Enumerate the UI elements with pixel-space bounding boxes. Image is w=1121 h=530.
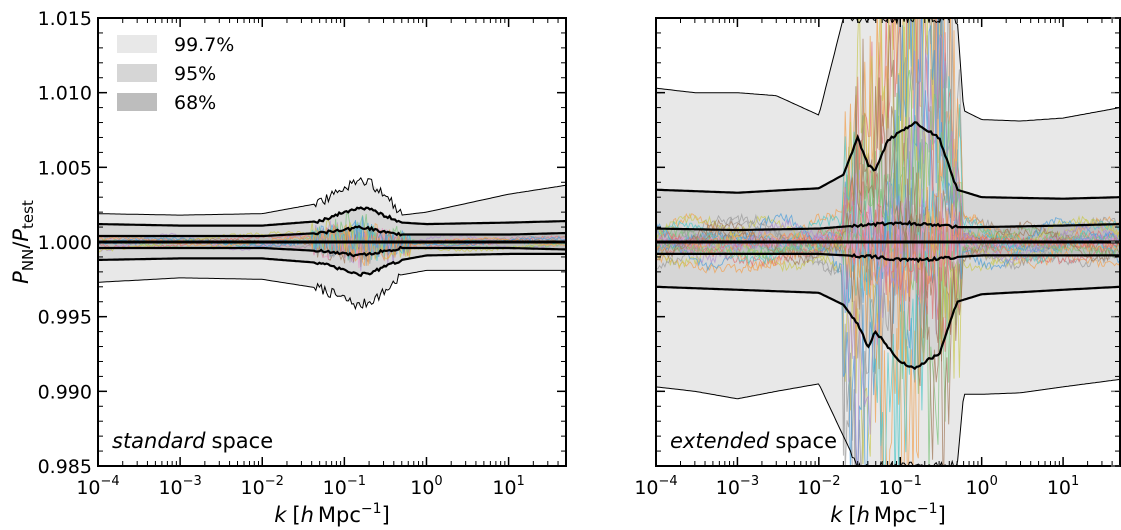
x-tick-base: 10 [241,477,265,499]
x-tick-exponent: −4 [101,474,120,489]
x-tick-label: 10−1 [879,474,922,499]
x-label-exponent: −1 [917,501,938,517]
sample-curve [656,18,1120,268]
x-tick-base: 10 [410,477,434,499]
x-label-bracket-close: ] [382,503,390,527]
x-tick-label: 10−2 [797,474,840,499]
x-label-unit: Mpc [874,503,917,527]
y-label-p: P [9,271,33,284]
band-edge-lower [656,378,1120,466]
y-axis-label: PNN/Ptest [9,200,37,284]
x-tick-label: 10−4 [76,474,119,499]
band-edge-upper [98,206,566,227]
x-tick-exponent: 0 [990,474,998,489]
sample-curve [656,19,1120,466]
x-label-exponent: −1 [361,501,382,517]
band-edge-upper [656,121,1120,200]
y-tick-label: 1.000 [38,232,92,254]
x-label-h: h [301,503,314,527]
x-tick-exponent: −3 [740,474,759,489]
y-label-p2: P [9,229,33,242]
sample-curve [656,18,1120,466]
band-edge-upper [98,177,566,216]
x-tick-label: 101 [492,474,524,499]
panel-annotation-suffix: space [775,429,837,453]
x-tick-label: 100 [410,474,442,499]
plot-area [98,177,566,311]
x-label-h: h [857,503,870,527]
sample-curve [98,227,566,267]
band-edge-lower [656,285,1120,371]
band-edge-upper [98,224,566,238]
sample-curve [656,18,1120,379]
y-label-sub-nn: NN [19,249,37,271]
x-tick-base: 10 [323,477,347,499]
x-tick-base: 10 [716,477,740,499]
x-tick-exponent: 0 [434,474,442,489]
sample-curve [656,69,1120,265]
band-edge-upper [656,219,1120,232]
x-tick-exponent: −1 [903,474,922,489]
panel-annotation-emph: extended [670,429,770,453]
x-tick-base: 10 [879,477,903,499]
x-tick-base: 10 [1047,477,1071,499]
x-label-bracket-open: [ [292,503,300,527]
band-edge-lower [656,252,1120,264]
y-tick-label: 1.005 [38,157,92,179]
x-tick-base: 10 [158,477,182,499]
y-tick-label: 0.995 [38,307,92,329]
x-tick-label: 10−4 [634,474,677,499]
x-label-k: k [830,503,843,527]
x-tick-label: 100 [965,474,997,499]
x-tick-base: 10 [797,477,821,499]
y-tick-label: 0.985 [38,456,92,478]
panel-annotation-emph: standard [112,429,206,453]
legend-label: 99.7% [174,34,234,56]
y-tick-label: 1.015 [38,8,92,30]
x-tick-label: 10−3 [158,474,201,499]
y-label-slash: / [9,241,33,249]
x-tick-exponent: −2 [821,474,840,489]
band-edge-lower [98,252,566,278]
legend-label: 95% [174,63,216,85]
x-axis-label: k [h Mpc−1] [830,501,946,527]
x-tick-exponent: −4 [659,474,678,489]
panel-annotation-suffix: space [212,429,274,453]
x-tick-label: 10−2 [241,474,284,499]
legend-label: 68% [174,92,216,114]
x-tick-base: 10 [492,477,516,499]
x-tick-base: 10 [634,477,658,499]
x-tick-exponent: −3 [183,474,202,489]
panel-annotation: standard space [112,429,273,453]
legend-swatch [117,93,157,111]
band-edge-lower [98,245,566,258]
x-axis-label: k [h Mpc−1] [274,501,390,527]
x-tick-exponent: 1 [517,474,525,489]
sample-curve [656,18,1120,465]
plot-area [656,18,1120,466]
x-tick-label: 10−1 [323,474,366,499]
x-tick-label: 10−3 [716,474,759,499]
x-label-bracket-open: [ [848,503,856,527]
band-edge-upper [656,18,1120,122]
x-label-unit: Mpc [318,503,361,527]
x-tick-exponent: −2 [265,474,284,489]
legend-swatch [117,35,157,53]
legend-swatch [117,64,157,82]
x-tick-base: 10 [965,477,989,499]
y-tick-label: 1.010 [38,83,92,105]
x-label-bracket-close: ] [938,503,946,527]
x-tick-label: 101 [1047,474,1079,499]
panel-standard-space: 10−4 10−3 10−2 10−1 100 1010.9850.9900.9951.0… [9,8,567,527]
y-tick-label: 0.990 [38,381,92,403]
band-edge-lower [98,269,566,311]
x-tick-exponent: −1 [347,474,366,489]
y-label-sub-test: test [19,200,37,229]
x-tick-base: 10 [76,477,100,499]
panel-annotation: extended space [670,429,837,453]
x-tick-exponent: 1 [1071,474,1079,489]
x-label-k: k [274,503,287,527]
